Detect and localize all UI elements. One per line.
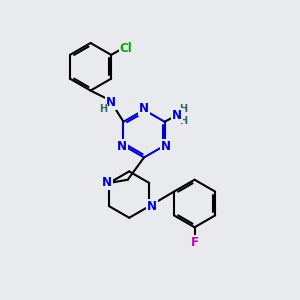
Text: N: N [161,140,171,153]
Text: N: N [139,102,149,115]
Text: H: H [180,116,188,126]
Text: N: N [102,176,112,189]
Text: N: N [117,140,127,153]
Text: N: N [172,109,182,122]
Text: H: H [180,104,188,114]
Text: N: N [147,200,157,213]
Text: H: H [99,104,107,114]
Text: Cl: Cl [120,42,132,55]
Text: F: F [190,236,199,249]
Text: N: N [106,96,116,109]
